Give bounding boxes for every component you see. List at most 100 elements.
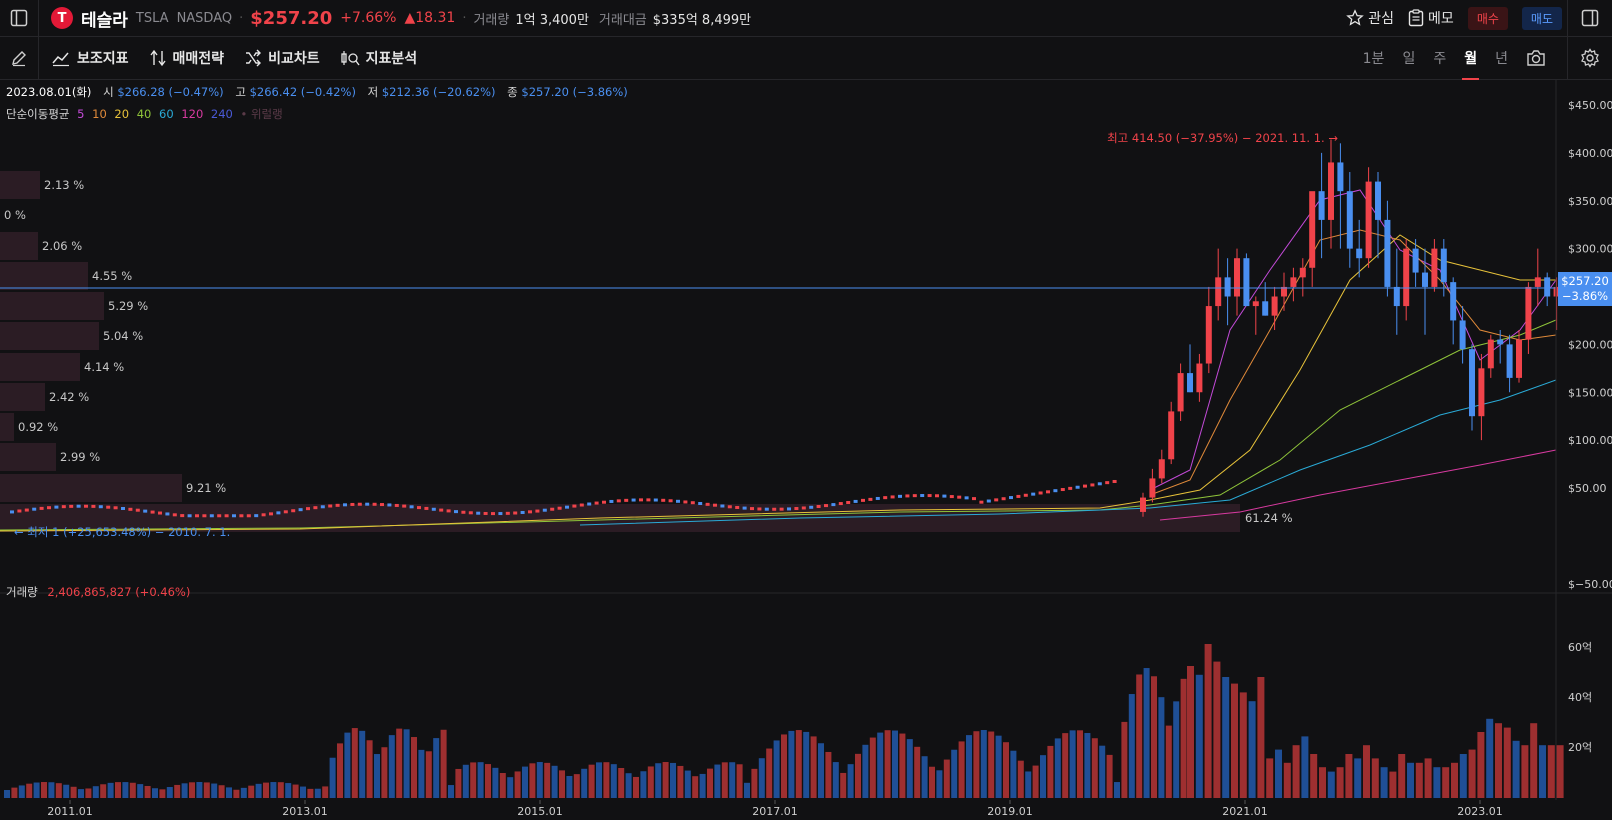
volume-bar [1003, 742, 1009, 798]
candle-small [935, 494, 939, 498]
price-tag-bg [1558, 272, 1612, 306]
volume-bar [581, 768, 588, 798]
volume-bar [1231, 683, 1238, 798]
low-value: $212.36 (−20.62%) [381, 85, 496, 99]
volume-profile-label: 2.06 % [42, 239, 82, 253]
candle-small [713, 503, 717, 507]
volume-bar [396, 728, 403, 798]
volume-bar [936, 770, 943, 798]
candle-body [1384, 219, 1391, 287]
candle-small [128, 507, 133, 511]
candle-body [1271, 296, 1278, 316]
volume-bar [78, 789, 84, 798]
candle-small [616, 499, 621, 503]
volume-bar [1398, 754, 1406, 798]
camera-icon[interactable] [1526, 49, 1546, 67]
volume-bar [440, 729, 447, 798]
settings-button[interactable] [1567, 37, 1612, 79]
candle-small [757, 507, 762, 511]
candle-small [1105, 481, 1110, 485]
volume-bar [943, 759, 950, 798]
indicators-button[interactable]: 보조지표 [51, 48, 129, 68]
candle-small [454, 510, 458, 514]
candle-body [1497, 339, 1504, 345]
volume-bar [211, 783, 218, 798]
buy-button[interactable]: 매수 [1467, 6, 1508, 30]
volume-bar [144, 785, 151, 798]
panel-toggle-button[interactable] [1567, 0, 1612, 36]
volume-bar [307, 788, 314, 798]
volume-bar [803, 731, 810, 798]
candle-small [883, 496, 888, 500]
candle-small [846, 500, 851, 504]
candle-body [1478, 368, 1485, 417]
watch-button[interactable]: 관심 [1346, 8, 1394, 28]
volume-bar [1292, 745, 1300, 798]
volume-bar [1136, 674, 1143, 798]
period-week[interactable]: 주 [1433, 51, 1447, 67]
volume-bar [995, 735, 1002, 798]
candle-small [801, 506, 806, 510]
drawing-button[interactable] [0, 37, 39, 79]
candle-small [113, 506, 118, 510]
moving-average-line [1149, 234, 1556, 501]
period-month[interactable]: 월 [1462, 48, 1479, 80]
strategy-button[interactable]: 매매전략 [149, 48, 224, 68]
volume-bar [1054, 738, 1061, 798]
volume-bar [633, 776, 639, 798]
candle-small [232, 514, 236, 518]
price-axis-label: $300.00 [1568, 243, 1612, 256]
analysis-button[interactable]: 지표분석 [340, 48, 417, 68]
ma-legend[interactable]: 단순이동평균 5 10 20 40 60 120 240 • 위럴랭 [6, 106, 283, 122]
ma-5: 5 [77, 107, 85, 121]
volume-bar [1486, 718, 1494, 798]
volume-bar [448, 785, 454, 798]
volume-bar [433, 738, 440, 798]
volume-profile: 2.13 % 0 % 2.06 % 4.55 % 5.29 % 5.04 % 4.14 % 2… [0, 171, 1293, 532]
volume-bar [788, 730, 795, 798]
candle-small [291, 509, 296, 513]
candle-body [1440, 248, 1447, 283]
candle-small [927, 494, 932, 498]
memo-button[interactable]: 메모 [1408, 8, 1454, 28]
sell-button[interactable]: 매도 [1521, 6, 1562, 30]
volume-bar [1389, 771, 1397, 798]
volume-bar [625, 773, 632, 798]
volume-bar [1442, 767, 1450, 798]
candle-small [217, 514, 222, 518]
volume-profile-label: 5.29 % [108, 299, 148, 313]
volume-profile-bar [0, 353, 80, 381]
candle-body [1309, 191, 1316, 268]
period-1min[interactable]: 1분 [1362, 51, 1385, 67]
compare-button[interactable]: 비교차트 [244, 48, 320, 68]
volume-bars [4, 644, 1564, 798]
volume-bar [536, 762, 543, 798]
period-day[interactable]: 일 [1402, 51, 1416, 67]
volume-bar [1477, 732, 1485, 798]
volume-bar [1380, 767, 1388, 798]
volume-profile-bar [0, 171, 40, 199]
ma-40: 40 [136, 107, 152, 121]
candle-small [1046, 490, 1050, 494]
candle-body [1422, 272, 1428, 287]
candle-small [609, 499, 614, 503]
period-year[interactable]: 년 [1495, 51, 1508, 67]
volume-bar [1459, 754, 1467, 798]
volume-bar [300, 786, 306, 798]
volume-profile-label: 61.24 % [1245, 511, 1293, 525]
candle-small [905, 494, 910, 498]
candle-small [261, 513, 266, 517]
candle-small [1053, 489, 1058, 493]
volume-bar [4, 790, 10, 798]
candle-body [1375, 181, 1381, 220]
candle-small [387, 503, 392, 507]
volume-bar [618, 767, 625, 798]
candle-small [483, 511, 488, 515]
candle-small [1090, 483, 1095, 487]
volume-bar [1025, 771, 1032, 798]
volume-bar [462, 764, 469, 798]
sidebar-toggle-button[interactable] [0, 0, 39, 36]
moving-average-line [1149, 189, 1557, 491]
high-label: 고 [235, 85, 246, 99]
